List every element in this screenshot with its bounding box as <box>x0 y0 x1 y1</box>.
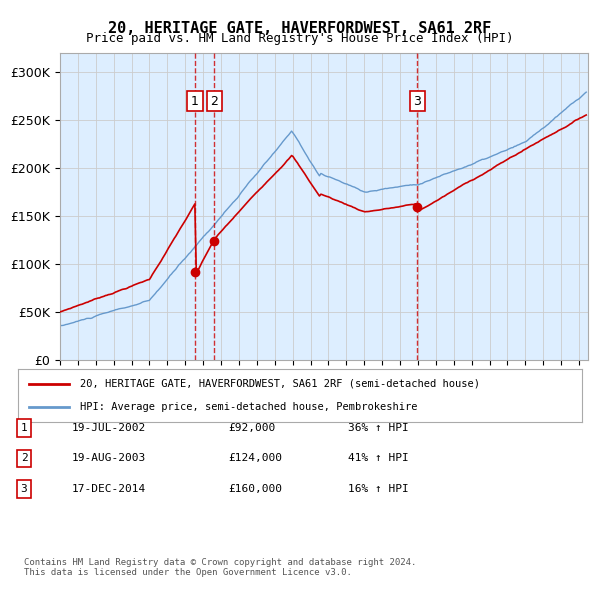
Text: £92,000: £92,000 <box>228 423 275 432</box>
Text: 20, HERITAGE GATE, HAVERFORDWEST, SA61 2RF (semi-detached house): 20, HERITAGE GATE, HAVERFORDWEST, SA61 2… <box>80 379 480 389</box>
Text: £124,000: £124,000 <box>228 454 282 463</box>
Text: 36% ↑ HPI: 36% ↑ HPI <box>348 423 409 432</box>
Text: 2: 2 <box>211 94 218 107</box>
Text: Price paid vs. HM Land Registry's House Price Index (HPI): Price paid vs. HM Land Registry's House … <box>86 32 514 45</box>
Text: 2: 2 <box>20 454 28 463</box>
Text: 3: 3 <box>413 94 421 107</box>
Text: 17-DEC-2014: 17-DEC-2014 <box>72 484 146 494</box>
Text: 1: 1 <box>20 423 28 432</box>
Text: 16% ↑ HPI: 16% ↑ HPI <box>348 484 409 494</box>
Text: 1: 1 <box>191 94 199 107</box>
Text: 3: 3 <box>20 484 28 494</box>
Text: 19-AUG-2003: 19-AUG-2003 <box>72 454 146 463</box>
Text: 20, HERITAGE GATE, HAVERFORDWEST, SA61 2RF: 20, HERITAGE GATE, HAVERFORDWEST, SA61 2… <box>109 21 491 35</box>
Text: 19-JUL-2002: 19-JUL-2002 <box>72 423 146 432</box>
Text: Contains HM Land Registry data © Crown copyright and database right 2024.
This d: Contains HM Land Registry data © Crown c… <box>24 558 416 577</box>
Text: HPI: Average price, semi-detached house, Pembrokeshire: HPI: Average price, semi-detached house,… <box>80 402 418 412</box>
Text: 41% ↑ HPI: 41% ↑ HPI <box>348 454 409 463</box>
Text: £160,000: £160,000 <box>228 484 282 494</box>
